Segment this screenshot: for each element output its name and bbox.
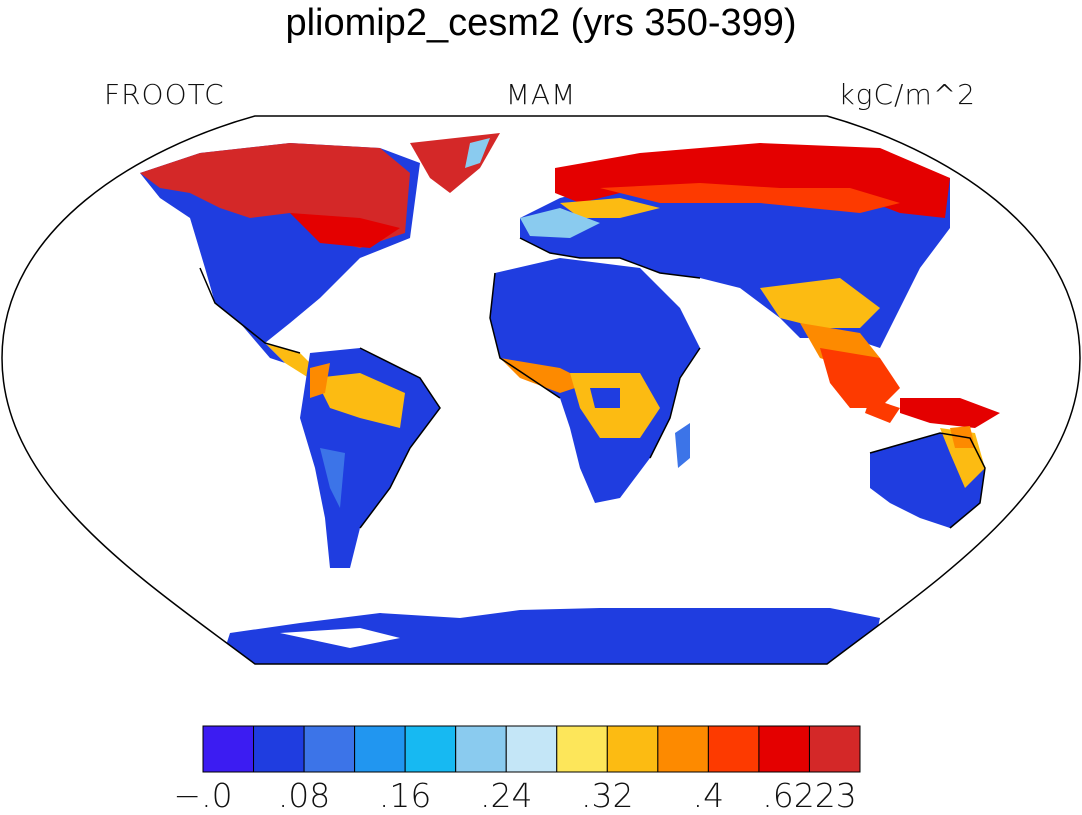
- map-outline: [1, 115, 1081, 665]
- colorbar-cell: [808, 725, 861, 773]
- colorbar-cell: [354, 725, 406, 773]
- colorbar-tick-label: .16: [378, 776, 432, 815]
- colorbar: [202, 725, 861, 773]
- colorbar-tick-label: −.0: [173, 776, 233, 815]
- colorbar-cell: [202, 725, 255, 773]
- colorbar-cell: [404, 725, 457, 773]
- madagascar: [675, 423, 690, 468]
- colorbar-cell: [303, 725, 356, 773]
- colorbar-cell: [455, 725, 507, 773]
- colorbar-cell: [657, 725, 709, 773]
- colorbar-tick-label: .08: [277, 776, 331, 815]
- variable-label: FROOTC: [104, 78, 225, 111]
- colorbar-cell: [606, 725, 659, 773]
- colorbar-cell: [707, 725, 760, 773]
- units-label: kgC/m^2: [838, 78, 976, 111]
- colorbar-tick-label: .24: [479, 776, 533, 815]
- colorbar-cell: [556, 725, 608, 773]
- colorbar-tick-label: .6223: [762, 776, 857, 815]
- southeast-asia: [820, 348, 900, 408]
- plot-title: pliomip2_cesm2 (yrs 350-399): [285, 2, 797, 44]
- season-label: MAM: [505, 78, 577, 111]
- boreal-forest-eurasia: [555, 143, 950, 218]
- colorbar-cell: [505, 725, 558, 773]
- central-america: [265, 343, 320, 380]
- colorbar-cell: [253, 725, 305, 773]
- antarctica: [220, 608, 880, 664]
- new-zealand: [992, 501, 1042, 550]
- colorbar-cell: [758, 725, 810, 773]
- world-map: [1, 115, 1081, 665]
- colorbar-tick-label: .4: [692, 776, 725, 815]
- colorbar-tick-label: .32: [581, 776, 634, 815]
